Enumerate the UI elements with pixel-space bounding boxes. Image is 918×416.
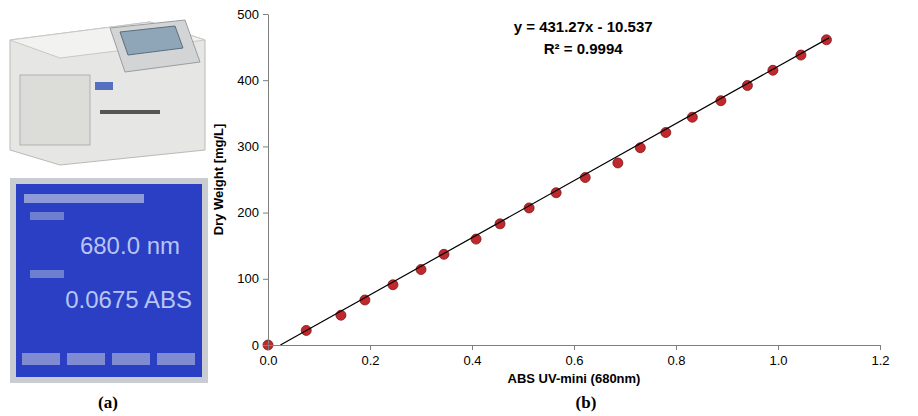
data-point xyxy=(439,249,449,259)
y-tick-mark xyxy=(263,279,268,280)
instrument-slot xyxy=(100,110,160,114)
y-tick-mark xyxy=(263,146,268,147)
panel-a: 680.0 nm 0.0675 ABS xyxy=(10,20,208,383)
x-tick-label: 0.6 xyxy=(565,353,583,368)
x-tick-label: 0.0 xyxy=(259,353,277,368)
y-tick: 500 xyxy=(237,7,268,22)
screen-wavelength: 680.0 nm xyxy=(80,232,180,259)
y-tick-label: 200 xyxy=(237,205,259,220)
y-tick-mark xyxy=(263,213,268,214)
y-tick: 300 xyxy=(237,139,268,154)
panel-label: (a) xyxy=(98,393,118,412)
y-axis: 0 100 200 300 400 500 xyxy=(237,7,268,353)
plot-area xyxy=(263,35,831,350)
y-tick: 400 xyxy=(237,73,268,88)
y-tick-label: 300 xyxy=(237,139,259,154)
y-tick: 200 xyxy=(237,205,268,220)
x-axis: 0.0 0.2 0.4 0.6 0.8 1.0 1.2 xyxy=(259,345,889,368)
screen-frame xyxy=(10,178,208,383)
y-tick-mark xyxy=(263,80,268,81)
y-tick-label: 100 xyxy=(237,271,259,286)
screen-bar xyxy=(30,270,64,278)
x-tick-mark xyxy=(370,345,371,350)
x-tick: 0.4 xyxy=(463,345,481,368)
screen-button xyxy=(22,353,60,365)
y-tick-label: 0 xyxy=(252,338,259,353)
y-tick: 100 xyxy=(237,271,268,286)
x-tick-mark xyxy=(778,345,779,350)
screen-bar xyxy=(30,212,64,220)
y-tick-label: 400 xyxy=(237,73,259,88)
data-point xyxy=(388,280,398,290)
data-point xyxy=(613,158,623,168)
x-tick: 0.8 xyxy=(667,345,685,368)
screen-button xyxy=(112,353,150,365)
x-tick: 1.0 xyxy=(769,345,787,368)
screen-bar xyxy=(24,194,144,203)
instrument-display xyxy=(120,26,183,55)
trend-line xyxy=(280,38,829,345)
x-tick-label: 0.4 xyxy=(463,353,481,368)
x-tick: 0.2 xyxy=(361,345,379,368)
x-tick-label: 0.8 xyxy=(667,353,685,368)
x-tick-mark xyxy=(880,345,881,350)
instrument-lid xyxy=(20,75,90,145)
y-tick-label: 500 xyxy=(237,7,259,22)
screen-button xyxy=(157,353,195,365)
y-tick-mark xyxy=(263,345,268,346)
figure: 680.0 nm 0.0675 ABS (a) 0.0 0.2 0.4 0.6 0.8 1.0 1… xyxy=(0,0,918,416)
x-tick-mark xyxy=(472,345,473,350)
y-tick: 0 xyxy=(252,338,268,353)
x-tick: 0.0 xyxy=(259,345,277,368)
screen-reading: 0.0675 ABS xyxy=(65,286,192,313)
annotation: y = 431.27x - 10.537 xyxy=(514,18,653,35)
x-tick: 1.2 xyxy=(871,345,889,368)
annotation: R² = 0.9994 xyxy=(544,40,623,57)
y-axis-line xyxy=(268,15,269,346)
y-axis-title: Dry Weight [mg/L] xyxy=(211,124,226,236)
y-tick-mark xyxy=(263,14,268,15)
x-tick-label: 1.2 xyxy=(871,353,889,368)
panel-label: (b) xyxy=(576,393,597,412)
screen xyxy=(16,184,202,377)
instrument-logo xyxy=(95,82,113,90)
x-tick-label: 1.0 xyxy=(769,353,787,368)
instrument-body xyxy=(10,22,205,165)
screen-button xyxy=(67,353,105,365)
x-tick-mark xyxy=(676,345,677,350)
x-tick-mark xyxy=(268,345,269,350)
x-tick-mark xyxy=(574,345,575,350)
panel-b: 0.0 0.2 0.4 0.6 0.8 1.0 1.2 0 100 200 300 400 500 Dry… xyxy=(211,7,889,386)
x-axis-title: ABS UV-mini (680nm) xyxy=(508,371,641,386)
x-tick-label: 0.2 xyxy=(361,353,379,368)
x-tick: 0.6 xyxy=(565,345,583,368)
instrument-panel xyxy=(110,20,200,72)
